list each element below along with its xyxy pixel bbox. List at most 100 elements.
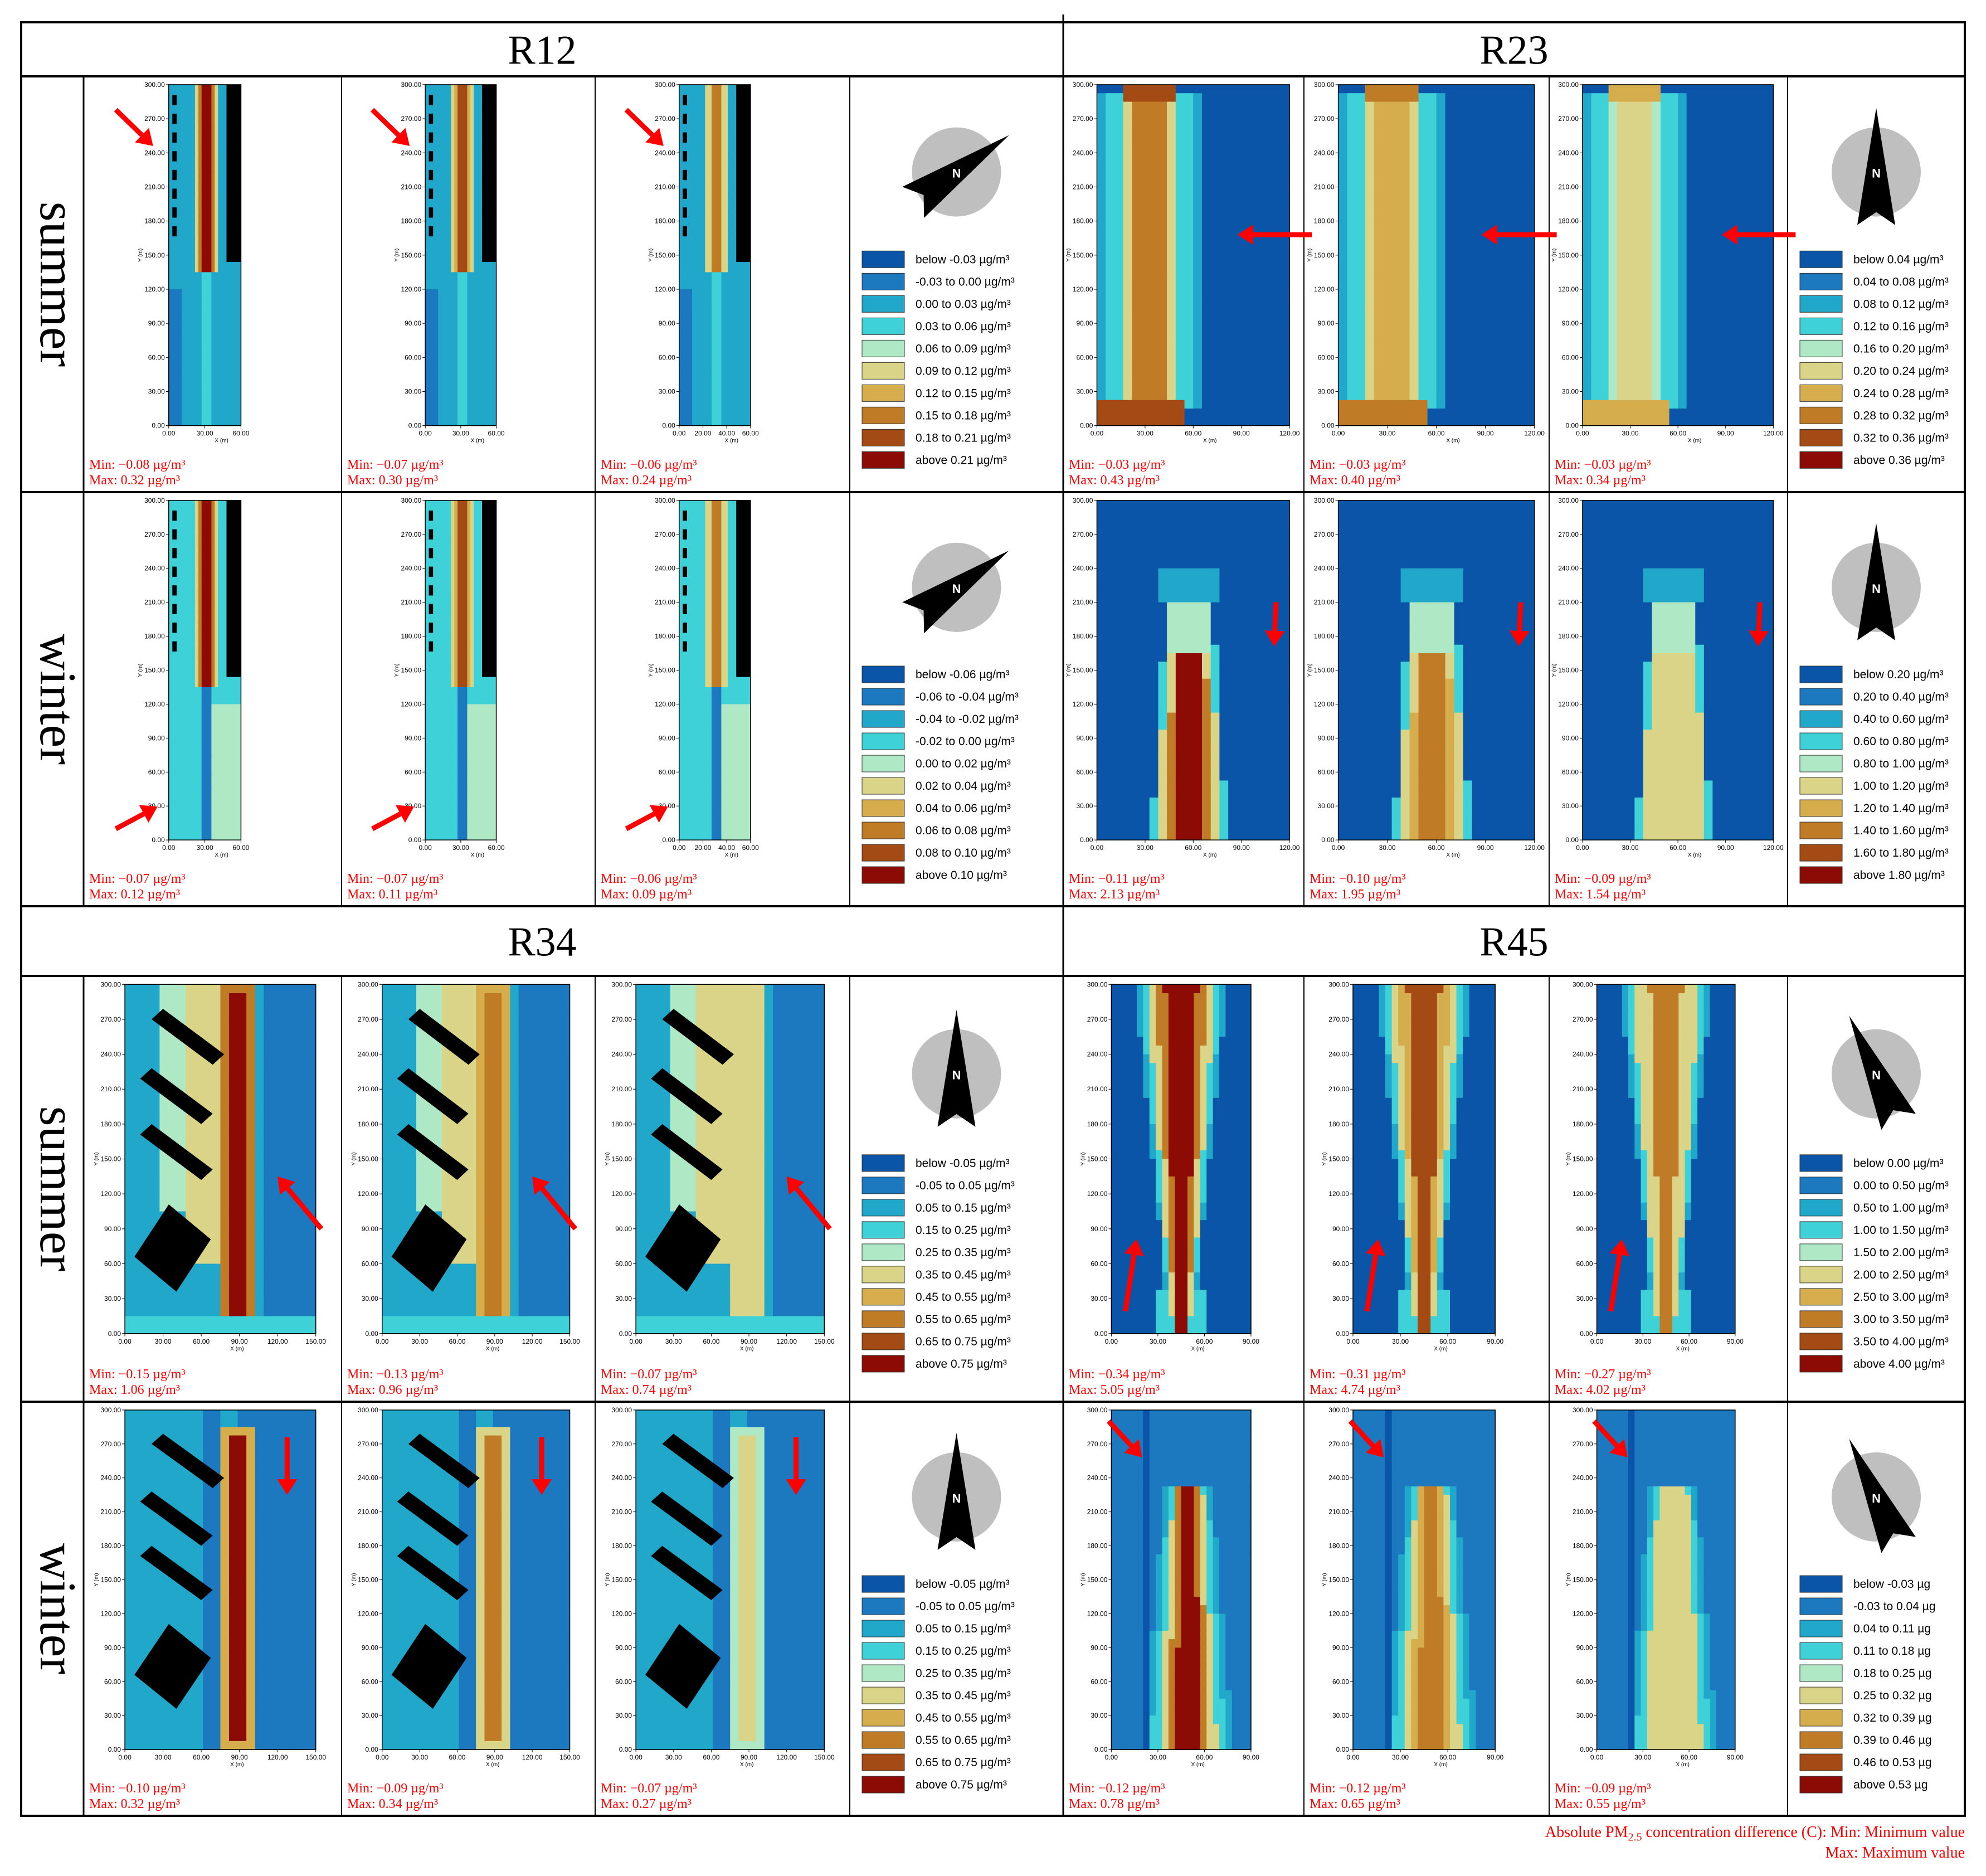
heat-cell (477, 221, 480, 230)
heat-cell (470, 221, 474, 230)
heat-cell (445, 85, 448, 94)
heat-cell (445, 307, 448, 315)
heat-cell (192, 357, 195, 366)
heat-cell (215, 357, 218, 366)
heat-cell (451, 289, 454, 298)
heat-cell (477, 153, 480, 162)
heat-cell (477, 212, 480, 221)
heat-cell (474, 187, 477, 196)
heat-cell (480, 289, 484, 298)
heat-cell (215, 170, 218, 179)
heat-cell (215, 307, 218, 315)
heat-cell (464, 281, 468, 290)
heat-cell (195, 289, 198, 298)
heat-cell (486, 366, 490, 375)
heat-cell (205, 366, 208, 375)
heat-cell (176, 366, 179, 375)
heat-cell (435, 144, 439, 153)
heat-cell (208, 349, 212, 358)
heat-cell (470, 162, 474, 171)
heat-cell (221, 246, 225, 255)
heat-cell (195, 409, 198, 417)
heat-cell (208, 391, 212, 400)
group-title: R12 (508, 28, 576, 74)
heat-cell (202, 323, 205, 332)
heat-cell (208, 341, 212, 349)
heat-cell (192, 196, 195, 205)
heat-cell (195, 323, 198, 332)
heat-cell (221, 409, 225, 417)
heat-cell (208, 85, 212, 94)
heat-cell (198, 136, 202, 145)
heat-cell (467, 349, 470, 358)
heat-cell (451, 315, 454, 324)
heat-cell (218, 136, 221, 145)
heat-cell (464, 136, 468, 145)
heat-cell (169, 281, 172, 290)
heat-cell (438, 204, 441, 213)
x-tick-label: 30.00 (197, 430, 213, 438)
heat-cell (429, 383, 432, 392)
heat-cell (195, 212, 198, 221)
heat-cell (211, 221, 215, 230)
heat-cell (448, 289, 451, 298)
heat-cell (480, 366, 484, 375)
heat-cell (464, 204, 468, 213)
heat-cell (483, 400, 486, 409)
heat-cell (474, 221, 477, 230)
heat-cell (195, 332, 198, 341)
heat-cell (451, 264, 454, 273)
heat-cell (215, 315, 218, 324)
heat-cell (457, 272, 461, 281)
heat-cell (185, 341, 188, 349)
heat-cell (185, 409, 188, 417)
heat-cell (438, 375, 441, 383)
heat-cell (215, 136, 218, 145)
heat-cell (225, 289, 228, 298)
heat-cell (195, 187, 198, 196)
heat-cell (474, 400, 477, 409)
heat-cell (435, 246, 439, 255)
heat-cell (435, 332, 439, 341)
heat-cell (451, 212, 454, 221)
heat-cell (198, 383, 202, 392)
heat-cell (441, 221, 445, 230)
heat-cell (429, 391, 432, 400)
heat-cell (445, 289, 448, 298)
heat-cell (454, 119, 457, 128)
heat-cell (425, 238, 429, 247)
heat-cell (198, 272, 202, 281)
heat-cell (228, 357, 231, 366)
heat-cell (211, 230, 215, 239)
heat-cell (490, 307, 493, 315)
heat-cell (235, 298, 238, 307)
heat-cell (441, 281, 445, 290)
heat-cell (178, 187, 182, 196)
heat-cell (445, 162, 448, 171)
heat-cell (215, 85, 218, 94)
heat-cell (182, 272, 185, 281)
heat-cell (188, 341, 192, 349)
heat-cell (202, 102, 205, 111)
heat-cell (218, 187, 221, 196)
heat-cell (205, 196, 208, 205)
heat-cell (457, 332, 461, 341)
heat-cell (445, 110, 448, 119)
heat-cell (188, 136, 192, 145)
heat-cell (176, 255, 179, 264)
heat-cell (461, 110, 464, 119)
heat-cell (215, 298, 218, 307)
heat-cell (451, 272, 454, 281)
heat-cell (448, 238, 451, 247)
heat-cell (425, 323, 429, 332)
heat-cell (228, 409, 231, 417)
heat-cell (218, 170, 221, 179)
heat-cell (461, 102, 464, 111)
heat-cell (195, 238, 198, 247)
heat-cell (172, 417, 176, 426)
heat-cell (208, 383, 212, 392)
heat-cell (192, 110, 195, 119)
heat-cell (451, 162, 454, 171)
heat-cell (457, 230, 461, 239)
heat-cell (185, 366, 188, 375)
